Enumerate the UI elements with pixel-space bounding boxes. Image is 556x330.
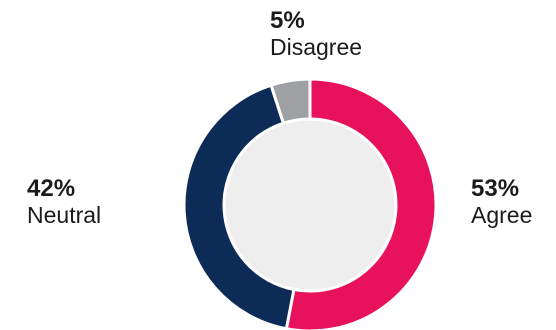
label-disagree-name: Disagree [270,33,363,60]
label-agree-name: Agree [471,201,533,228]
label-neutral-percent: 42% [27,175,76,202]
label-neutral: 42% Neutral [27,175,102,229]
donut-center [225,120,395,290]
slice-disagree [269,77,312,126]
label-agree: 53% Agree [471,175,533,229]
slice-agree [284,77,438,330]
label-neutral-name: Neutral [27,201,102,228]
slice-neutral [182,83,296,330]
label-agree-percent: 53% [471,175,520,202]
label-disagree: 5% Disagree [270,7,363,61]
label-disagree-percent: 5% [270,7,305,34]
